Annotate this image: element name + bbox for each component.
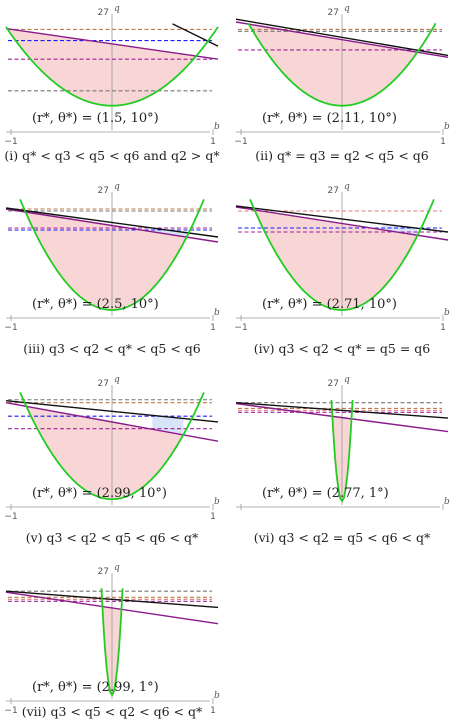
axis-top-label: 27 <box>328 379 339 389</box>
purple-line <box>235 21 449 59</box>
axis-q-label: q <box>114 563 120 573</box>
axis-top-label: 27 <box>98 186 109 196</box>
tick-left-label: −1 <box>4 512 17 522</box>
axis-top-label: 27 <box>98 379 109 389</box>
feasible-region <box>249 24 418 106</box>
parabola-curve <box>247 22 437 107</box>
purple-line <box>5 591 219 625</box>
axis-b-label: b <box>214 497 220 507</box>
feasible-region <box>27 406 184 500</box>
purple-line <box>235 402 449 433</box>
axis-q-label: q <box>344 182 350 192</box>
tick-left-label: −1 <box>4 137 17 147</box>
parabola-curve <box>100 588 124 697</box>
panel-caption: (vi) q3 < q2 = q5 < q6 < q* <box>254 530 431 545</box>
param-label: (r*, θ*) = (2.5, 10°) <box>32 297 159 312</box>
axis-b-label: b <box>214 691 220 701</box>
param-label: (r*, θ*) = (2.71, 10°) <box>262 297 397 312</box>
panel-7: 27 q b −1 1 (r*, θ*) = (2.99, 1°) (vii) q3 < q… <box>4 563 220 719</box>
feasible-region <box>8 28 196 106</box>
feasible-region <box>255 210 418 310</box>
tick-right-label: 1 <box>210 323 216 333</box>
black-line <box>5 207 219 238</box>
axis-top-label: 27 <box>328 8 339 18</box>
panel-caption: (i) q* < q3 < q5 < q6 and q2 > q* <box>4 148 220 163</box>
axis-top-label: 27 <box>98 567 109 577</box>
tick-right-label: 1 <box>440 137 446 147</box>
param-label: (r*, θ*) = (2.99, 1°) <box>32 680 159 695</box>
black-line <box>5 590 219 609</box>
tick-left-label: −1 <box>234 323 247 333</box>
param-label: (r*, θ*) = (2.99, 10°) <box>32 486 167 501</box>
axis-top-label: 27 <box>328 186 339 196</box>
axis-q-label: q <box>114 182 120 192</box>
panel-2: 27 q b −1 1 (r*, θ*) = (2.11, 10°) (ii) q* = q… <box>234 4 450 163</box>
tick-left-label: −1 <box>4 323 17 333</box>
panel-caption: (ii) q* = q3 = q2 < q5 < q6 <box>255 148 429 163</box>
axis-b-label: b <box>444 308 450 318</box>
parabola-curve <box>19 199 205 311</box>
black-line <box>235 401 449 419</box>
panel-6: 27 q b (r*, θ*) = (2.77, 1°) (vi) q3 < q2 = … <box>235 375 450 545</box>
axis-b-label: b <box>214 308 220 318</box>
tick-right-label: 1 <box>210 706 216 716</box>
black-line <box>235 205 449 233</box>
parabola-curve <box>249 199 435 311</box>
panel-5: 27 q b −1 1 (r*, θ*) = (2.99, 10°) (v) q3 < q2… <box>4 375 220 545</box>
axis-q-label: q <box>114 4 120 14</box>
parabola-curve <box>330 399 354 503</box>
purple-line <box>235 206 449 241</box>
tick-left-label: −1 <box>4 706 17 716</box>
purple-line <box>5 208 219 243</box>
axis-q-label: q <box>344 4 350 14</box>
black-line <box>5 400 219 423</box>
param-label: (r*, θ*) = (2.77, 1°) <box>262 486 389 501</box>
axis-b-label: b <box>444 122 450 132</box>
axis-b-label: b <box>444 497 450 507</box>
black-line <box>172 23 219 47</box>
feasible-region <box>26 212 187 310</box>
panel-4: 27 q b −1 1 (r*, θ*) = (2.71, 10°) (iv) q3 < q… <box>234 182 450 356</box>
axis-q-label: q <box>114 375 120 385</box>
panel-caption: (iv) q3 < q2 < q* = q5 = q6 <box>254 341 431 356</box>
tick-left-label: −1 <box>234 137 247 147</box>
param-label: (r*, θ*) = (1.5, 10°) <box>32 111 159 126</box>
parabola-curve <box>5 26 219 107</box>
tick-right-label: 1 <box>210 512 216 522</box>
axis-b-label: b <box>214 122 220 132</box>
param-label: (r*, θ*) = (2.11, 10°) <box>262 111 397 126</box>
panel-3: 27 q b −1 1 (r*, θ*) = (2.5, 10°) (iii) q3 < q… <box>4 182 220 356</box>
axis-q-label: q <box>344 375 350 385</box>
panel-caption: (vii) q3 < q5 < q2 < q6 < q* <box>22 704 203 719</box>
panel-caption: (iii) q3 < q2 < q* < q5 < q6 <box>23 341 201 356</box>
black-line <box>235 18 449 57</box>
axis-top-label: 27 <box>98 8 109 18</box>
purple-line <box>5 27 219 60</box>
tick-right-label: 1 <box>210 137 216 147</box>
panel-caption: (v) q3 < q2 < q5 < q6 < q* <box>26 530 199 545</box>
tick-right-label: 1 <box>440 323 446 333</box>
panel-1: 27 q b −1 1 (r*, θ*) = (1.5, 10°) (i) q* < q3 … <box>4 4 220 163</box>
parabola-curve <box>19 392 205 500</box>
